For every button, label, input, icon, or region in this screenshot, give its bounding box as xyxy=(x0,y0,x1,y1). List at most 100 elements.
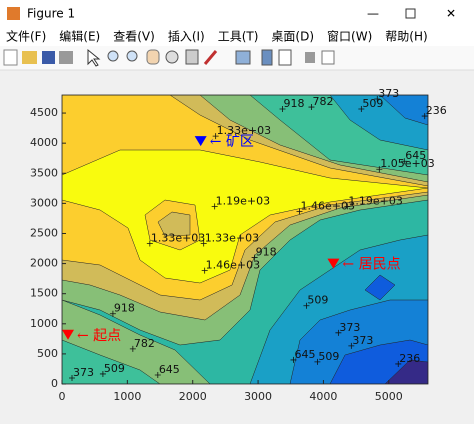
x-tick-label: 0 xyxy=(59,390,66,403)
contour-label: 1.19e+03 xyxy=(348,194,402,207)
x-tick-label: 3000 xyxy=(244,390,272,403)
contour-label: 645 xyxy=(405,149,426,162)
contour-fill xyxy=(62,95,428,384)
tool-link[interactable] xyxy=(235,50,251,65)
contour-label: 1.46e+03 xyxy=(301,199,355,212)
label-marker xyxy=(129,345,136,352)
tool-colorbar[interactable] xyxy=(261,49,273,66)
tool-brush[interactable] xyxy=(203,50,218,65)
contour-label: 782 xyxy=(312,95,333,108)
contour-label: 1.33e+03 xyxy=(205,232,259,245)
label-marker xyxy=(335,329,342,336)
annotation-label: ← 矿区 xyxy=(210,134,254,150)
tool-rotate[interactable] xyxy=(165,50,179,64)
y-tick-label: 2500 xyxy=(30,226,58,239)
label-marker xyxy=(308,104,315,111)
menu-item[interactable]: 文件(F) xyxy=(6,29,46,44)
menu-item[interactable]: 编辑(E) xyxy=(59,29,100,44)
y-tick-label: 2000 xyxy=(30,257,58,270)
app-icon xyxy=(7,7,20,20)
x-tick-label: 4000 xyxy=(309,390,337,403)
contour-label: 918 xyxy=(284,97,305,110)
annotation-label: ← 起点 xyxy=(77,328,121,344)
tool-zoom-out[interactable] xyxy=(126,50,138,62)
tool-hide[interactable] xyxy=(305,52,315,63)
tool-pan[interactable] xyxy=(146,49,160,65)
label-marker xyxy=(201,267,208,274)
contour-label: 782 xyxy=(134,337,155,350)
annotation-marker xyxy=(194,136,207,147)
contour-label: 645 xyxy=(159,363,180,376)
contour-label: 509 xyxy=(104,362,125,375)
tool-zoom-in[interactable] xyxy=(107,50,119,62)
y-tick-label: 4000 xyxy=(30,136,58,149)
toolbar-icons xyxy=(3,48,335,67)
plot: 0 1000 2000 3000 4000 5000 0 500 1000 1500 2000 250… xyxy=(30,87,447,403)
tool-legend[interactable] xyxy=(278,49,292,66)
contour-label: 373 xyxy=(73,366,94,379)
label-marker xyxy=(211,203,218,210)
label-marker xyxy=(154,371,161,378)
label-marker xyxy=(314,358,321,365)
y-tick-label: 1500 xyxy=(30,287,58,300)
contour-label: 645 xyxy=(294,348,315,361)
contour-label: 509 xyxy=(318,350,339,363)
contour-label: 509 xyxy=(307,294,328,307)
y-tick-label: 1000 xyxy=(30,317,58,330)
label-marker xyxy=(290,356,297,363)
y-tick-label: 500 xyxy=(37,347,58,360)
tool-save[interactable] xyxy=(42,51,55,64)
annotation-marker xyxy=(62,329,75,340)
tool-pointer[interactable] xyxy=(87,48,101,67)
contour-label: 1.46e+03 xyxy=(206,259,260,272)
annotation-marker xyxy=(327,258,340,269)
label-marker xyxy=(212,133,219,140)
contour-label: 373 xyxy=(378,87,399,100)
contour-label: 918 xyxy=(114,302,135,315)
menu-item[interactable]: 工具(T) xyxy=(218,30,259,44)
tool-show[interactable] xyxy=(321,50,335,65)
window-title: Figure 1 xyxy=(27,7,75,21)
contour-label: 918 xyxy=(256,246,277,259)
maximize[interactable] xyxy=(405,8,416,19)
label-marker xyxy=(376,166,383,173)
tool-print[interactable] xyxy=(59,51,73,64)
contour-label: 236 xyxy=(426,104,447,117)
contour-label: 373 xyxy=(352,334,373,347)
minimize[interactable]: — xyxy=(367,7,379,21)
contour-label: 1.05e+03 xyxy=(380,157,434,170)
contour-label: 236 xyxy=(399,352,420,365)
label-marker xyxy=(146,240,153,247)
tool-new[interactable] xyxy=(3,49,18,66)
label-marker xyxy=(348,342,355,349)
tool-datacursor[interactable] xyxy=(185,49,199,65)
close[interactable]: ✕ xyxy=(446,7,456,21)
menu-item[interactable]: 查看(V) xyxy=(113,30,155,44)
contour-label: 1.33e+03 xyxy=(217,124,271,137)
menu-item[interactable]: 帮助(H) xyxy=(385,30,427,44)
menu-item[interactable]: 插入(I) xyxy=(168,30,205,44)
menu-item[interactable]: 桌面(D) xyxy=(271,30,314,44)
label-marker xyxy=(200,240,207,247)
menu-bar xyxy=(0,28,474,46)
label-marker xyxy=(395,360,402,367)
contour-label: 509 xyxy=(362,97,383,110)
label-marker xyxy=(401,158,408,165)
contour-label: 1.33e+03 xyxy=(151,232,205,245)
contour-label: 1.19e+03 xyxy=(216,194,270,207)
x-tick-label: 2000 xyxy=(179,390,207,403)
label-marker xyxy=(296,208,303,215)
label-marker xyxy=(421,113,428,120)
menu-item[interactable]: 窗口(W) xyxy=(327,30,372,44)
menu: 文件(F) 编辑(E) 查看(V) 插入(I) 工具(T) 桌面(D) 窗口(W) 帮助(H) xyxy=(6,29,428,44)
tool-open[interactable] xyxy=(22,51,37,64)
y-tick-label: 3500 xyxy=(30,166,58,179)
label-marker xyxy=(344,203,351,210)
title-bar xyxy=(0,0,474,28)
y-tick-label: 3000 xyxy=(30,196,58,209)
y-tick-label: 0 xyxy=(51,377,58,390)
annotation-label: ← 居民点 xyxy=(342,257,400,273)
label-marker xyxy=(109,310,116,317)
label-marker xyxy=(374,96,381,103)
